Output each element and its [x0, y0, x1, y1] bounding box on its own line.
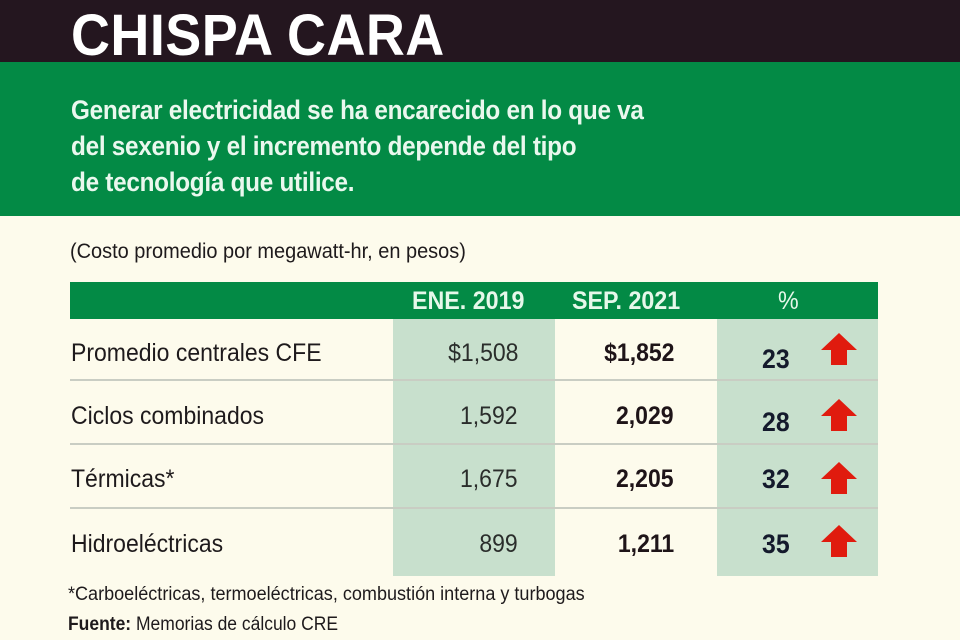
dek-band — [0, 62, 960, 216]
value-pct-change: 23 — [762, 344, 790, 374]
value-pct-change: 28 — [762, 407, 790, 437]
value-sep-2021: 2,029 — [616, 402, 674, 430]
value-ene-2019: 1,675 — [460, 465, 518, 493]
row-label: Hidroeléctricas — [71, 530, 224, 558]
page-title: CHISPA CARA — [71, 3, 445, 68]
value-sep-2021: 1,211 — [617, 530, 674, 558]
dek-text: Generar electricidad se ha encarecido en… — [71, 92, 755, 200]
up-arrow-icon — [820, 398, 858, 432]
source-label: Fuente: — [68, 614, 132, 635]
row-divider — [70, 379, 878, 381]
row-label: Térmicas* — [71, 465, 175, 493]
value-pct-change: 35 — [762, 529, 790, 559]
column-header-ene-2019: ENE. 2019 — [412, 287, 525, 315]
value-ene-2019: 899 — [479, 530, 518, 558]
row-label: Promedio centrales CFE — [71, 339, 322, 367]
pct-column-bg — [717, 318, 878, 576]
title-band — [0, 0, 960, 62]
value-sep-2021: 2,205 — [616, 465, 674, 493]
row-divider — [70, 507, 878, 509]
table-header — [70, 282, 878, 319]
up-arrow-icon — [820, 461, 858, 495]
value-ene-2019: 1,592 — [460, 402, 518, 430]
unit-note: (Costo promedio por megawatt-hr, en peso… — [70, 240, 466, 263]
dek-line: de tecnología que utilice. — [71, 167, 355, 197]
dek-line: Generar electricidad se ha encarecido en… — [71, 95, 644, 125]
value-ene-2019: $1,508 — [447, 339, 518, 367]
column-header-sep-2021: SEP. 2021 — [572, 287, 681, 315]
value-pct-change: 32 — [762, 464, 790, 494]
row-divider — [70, 443, 878, 445]
source-text: Memorias de cálculo CRE — [131, 614, 339, 635]
row-label: Ciclos combinados — [71, 402, 265, 430]
source-line: Fuente: Memorias de cálculo CRE — [68, 614, 338, 636]
up-arrow-icon — [820, 524, 858, 558]
dek-line: del sexenio y el incremento depende del … — [71, 131, 577, 161]
column-header-pct: % — [778, 287, 799, 315]
footnote: *Carboeléctricas, termoeléctricas, combu… — [68, 584, 585, 605]
ene-2019-column-bg — [393, 318, 555, 576]
up-arrow-icon — [820, 332, 858, 366]
value-sep-2021: $1,852 — [603, 339, 674, 367]
